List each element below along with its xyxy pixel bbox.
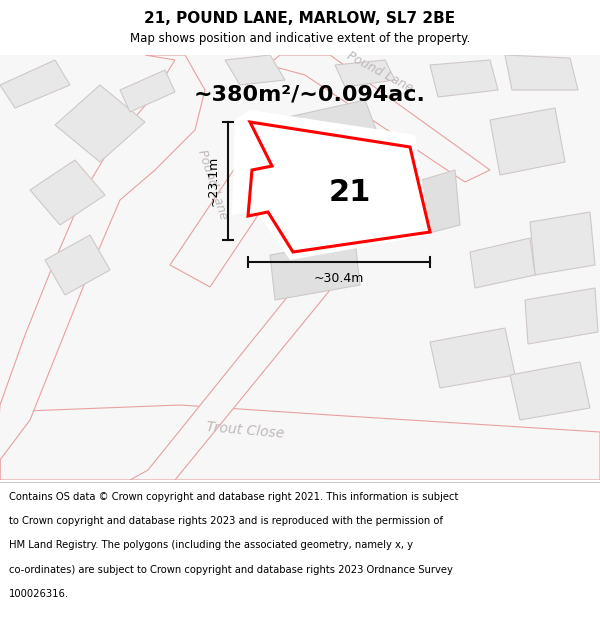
Polygon shape: [405, 170, 460, 238]
Text: to Crown copyright and database rights 2023 and is reproduced with the permissio: to Crown copyright and database rights 2…: [9, 516, 443, 526]
Polygon shape: [430, 60, 498, 97]
Polygon shape: [170, 138, 295, 287]
Polygon shape: [275, 100, 380, 162]
Polygon shape: [525, 288, 598, 344]
Text: ~23.1m: ~23.1m: [207, 156, 220, 206]
Polygon shape: [0, 55, 205, 480]
Polygon shape: [232, 110, 430, 260]
Polygon shape: [45, 235, 110, 295]
Text: 100026316.: 100026316.: [9, 589, 69, 599]
Polygon shape: [505, 55, 578, 90]
Polygon shape: [55, 85, 145, 162]
Text: Trout Close: Trout Close: [205, 419, 284, 441]
Text: Map shows position and indicative extent of the property.: Map shows position and indicative extent…: [130, 32, 470, 45]
Polygon shape: [510, 362, 590, 420]
Text: 21, POUND LANE, MARLOW, SL7 2BE: 21, POUND LANE, MARLOW, SL7 2BE: [145, 11, 455, 26]
Text: ~380m²/~0.094ac.: ~380m²/~0.094ac.: [194, 85, 426, 105]
Polygon shape: [430, 328, 515, 388]
Polygon shape: [470, 238, 535, 288]
Text: Pound Lane: Pound Lane: [345, 49, 415, 95]
Text: Contains OS data © Crown copyright and database right 2021. This information is : Contains OS data © Crown copyright and d…: [9, 492, 458, 502]
Polygon shape: [270, 240, 360, 300]
Polygon shape: [0, 405, 600, 480]
Polygon shape: [225, 55, 285, 85]
Polygon shape: [30, 160, 105, 225]
Polygon shape: [490, 108, 565, 175]
Text: ~30.4m: ~30.4m: [314, 272, 364, 285]
Polygon shape: [268, 55, 490, 182]
Polygon shape: [335, 60, 395, 87]
Polygon shape: [530, 212, 595, 275]
Polygon shape: [130, 275, 330, 480]
Text: co-ordinates) are subject to Crown copyright and database rights 2023 Ordnance S: co-ordinates) are subject to Crown copyr…: [9, 564, 453, 574]
Text: Pound Lane: Pound Lane: [196, 148, 230, 222]
Polygon shape: [0, 60, 70, 108]
Text: HM Land Registry. The polygons (including the associated geometry, namely x, y: HM Land Registry. The polygons (includin…: [9, 541, 413, 551]
Polygon shape: [120, 70, 175, 112]
Text: 21: 21: [329, 177, 371, 206]
